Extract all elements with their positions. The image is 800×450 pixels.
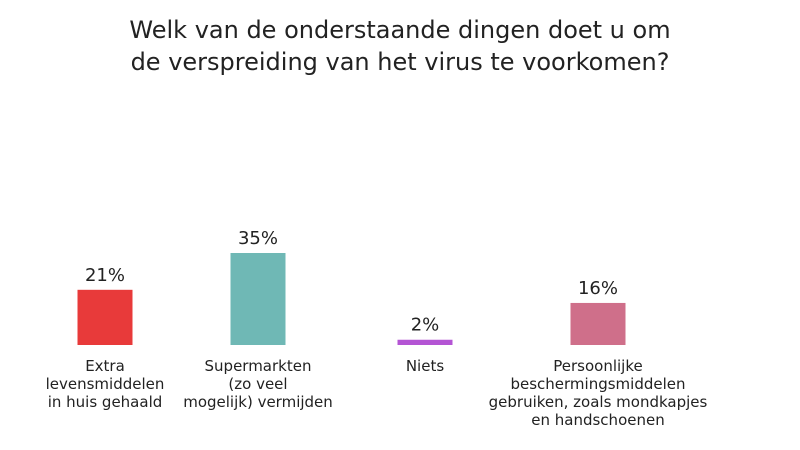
category-label-2-line-2: (zo veel [228,375,288,393]
category-label-2-line-1: Supermarkten [204,357,312,375]
value-label-3: 2% [411,315,440,336]
bar-3 [397,339,453,345]
category-label-4: Persoonlijke beschermingsmiddelen gebruike… [468,357,728,429]
category-label-3-line-1: Niets [405,357,445,375]
chart-title: Welk van de onderstaande dingen doet u o… [0,14,800,78]
value-label-2: 35% [238,228,278,249]
bar-1 [77,289,133,345]
category-label-4-line-4: en handschoenen [531,411,665,429]
category-label-1-line-1: Extra [85,357,125,375]
value-label-4: 16% [578,278,618,299]
category-label-4-line-2: beschermingsmiddelen [510,375,686,393]
bar-4 [570,302,626,345]
chart-title-line-1: Welk van de onderstaande dingen doet u o… [129,16,671,44]
category-label-4-line-3: gebruiken, zoals mondkapjes [488,393,708,411]
category-label-1-line-3: in huis gehaald [47,393,163,411]
bar-2 [230,253,286,345]
category-label-2-line-3: mogelijk) vermijden [183,393,333,411]
value-label-1: 21% [85,265,125,286]
category-label-1: Extra levensmiddelen in huis gehaald [0,357,235,411]
chart-title-line-2: de verspreiding van het virus te voorkom… [130,48,670,76]
category-label-3: Niets [295,357,555,375]
category-label-4-line-1: Persoonlijke [553,357,643,375]
category-label-1-line-2: levensmiddelen [45,375,165,393]
category-label-2: Supermarkten (zo veel mogelijk) vermijden [128,357,388,411]
